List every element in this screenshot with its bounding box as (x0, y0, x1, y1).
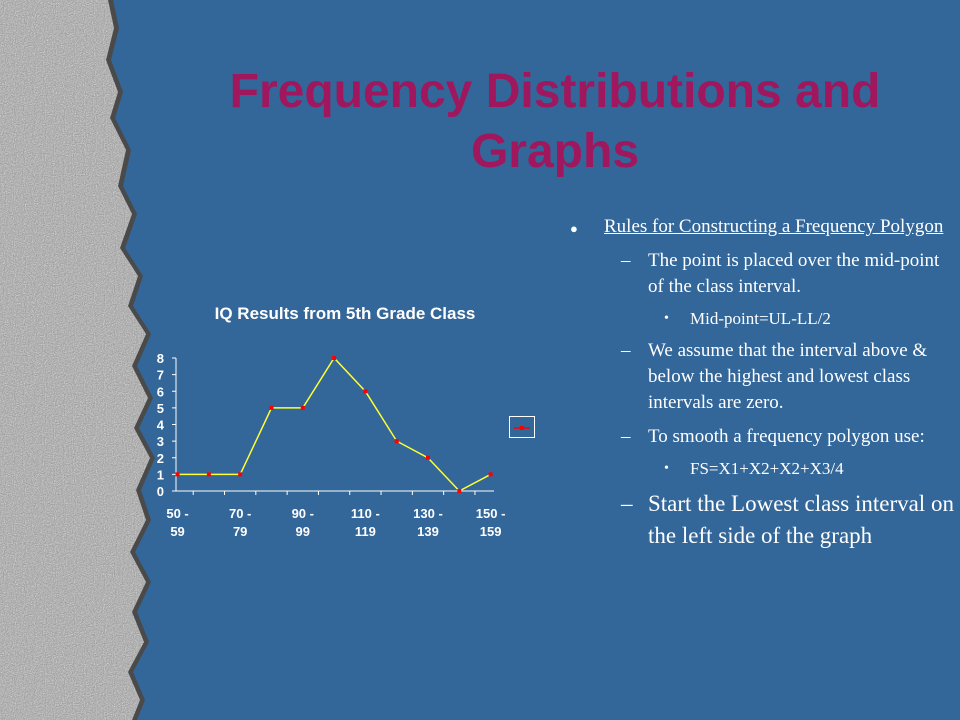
dash-marker-icon: – (621, 340, 631, 361)
bullet-item: – Start the Lowest class interval on the… (566, 488, 956, 552)
data-point (206, 472, 211, 477)
bullet-list: ● Rules for Constructing a Frequency Pol… (566, 214, 956, 560)
x-tick-label: 70 - (229, 506, 251, 521)
sub-bullet-item: • Mid-point=UL-LL/2 (566, 308, 956, 330)
stone-border-decoration (0, 0, 155, 720)
y-tick-label: 0 (157, 484, 164, 499)
dash-marker-icon: – (621, 426, 631, 447)
data-point (426, 455, 430, 460)
data-point (394, 439, 399, 444)
x-tick-label: 119 (355, 524, 376, 539)
x-tick-label: 159 (480, 524, 502, 539)
x-tick-label: 90 - (292, 506, 314, 521)
x-tick-label: 150 - (476, 506, 506, 521)
data-point (363, 389, 368, 394)
bullet-heading-text: Rules for Constructing a Frequency Polyg… (604, 216, 944, 237)
x-tick-label: 139 (417, 524, 439, 539)
x-tick-label: 50 - (166, 506, 188, 521)
bullet-item-text: We assume that the interval above & belo… (648, 340, 928, 413)
sub-bullet-item-text: FS=X1+X2+X2+X3/4 (690, 459, 844, 478)
data-point (457, 489, 462, 493)
bullet-marker-icon: ● (570, 221, 578, 236)
sub-bullet-item-text: Mid-point=UL-LL/2 (690, 309, 831, 328)
dot-marker-icon: • (664, 461, 669, 476)
data-point (238, 472, 243, 477)
chart-legend (509, 416, 535, 438)
y-tick-label: 3 (157, 434, 164, 449)
bullet-heading: ● Rules for Constructing a Frequency Pol… (566, 214, 956, 240)
bullet-item-text: To smooth a frequency polygon use: (648, 426, 925, 447)
data-point (175, 472, 180, 477)
y-tick-label: 6 (157, 384, 164, 399)
chart-title: IQ Results from 5th Grade Class (214, 304, 476, 323)
x-tick-label: 79 (233, 524, 247, 539)
data-point (332, 356, 337, 360)
legend-marker-icon (514, 426, 530, 430)
x-tick-label: 130 - (413, 506, 443, 521)
bullet-item-text: Start the Lowest class interval on the l… (648, 491, 954, 548)
dash-marker-icon: – (621, 250, 631, 271)
bullet-item-text: The point is placed over the mid-point o… (648, 250, 940, 297)
data-point (269, 405, 274, 410)
dash-marker-icon: – (621, 491, 633, 516)
slide-title: Frequency Distributions and Graphs (229, 65, 881, 178)
bullet-item: – To smooth a frequency polygon use: (566, 424, 956, 450)
y-tick-label: 8 (157, 351, 164, 366)
y-tick-label: 4 (157, 418, 165, 433)
y-tick-label: 1 (157, 467, 164, 482)
bullet-item: – The point is placed over the mid-point… (566, 248, 956, 300)
y-tick-label: 5 (157, 401, 164, 416)
x-tick-label: 59 (170, 524, 184, 539)
data-point (488, 472, 493, 477)
bullet-item: – We assume that the interval above & be… (566, 338, 956, 416)
sub-bullet-item: • FS=X1+X2+X2+X3/4 (566, 458, 956, 480)
y-tick-label: 2 (157, 451, 164, 466)
y-tick-label: 7 (157, 368, 164, 383)
x-tick-label: 110 - (351, 506, 380, 521)
dot-marker-icon: • (664, 311, 669, 326)
data-point (300, 405, 305, 410)
series-line (177, 356, 491, 492)
x-tick-label: 99 (296, 524, 310, 539)
